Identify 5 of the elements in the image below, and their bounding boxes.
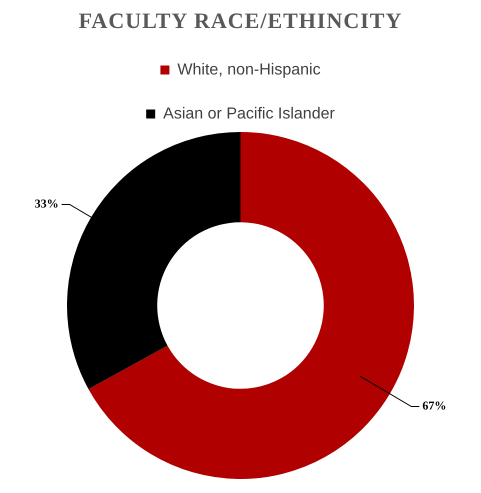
data-label: 33% (34, 196, 59, 211)
chart-title: FACULTY RACE/ETHINCITY (78, 8, 404, 34)
data-label: 67% (422, 398, 446, 413)
legend-label: White, non-Hispanic (177, 61, 321, 78)
legend-label: Asian or Pacific Islander (163, 105, 336, 122)
